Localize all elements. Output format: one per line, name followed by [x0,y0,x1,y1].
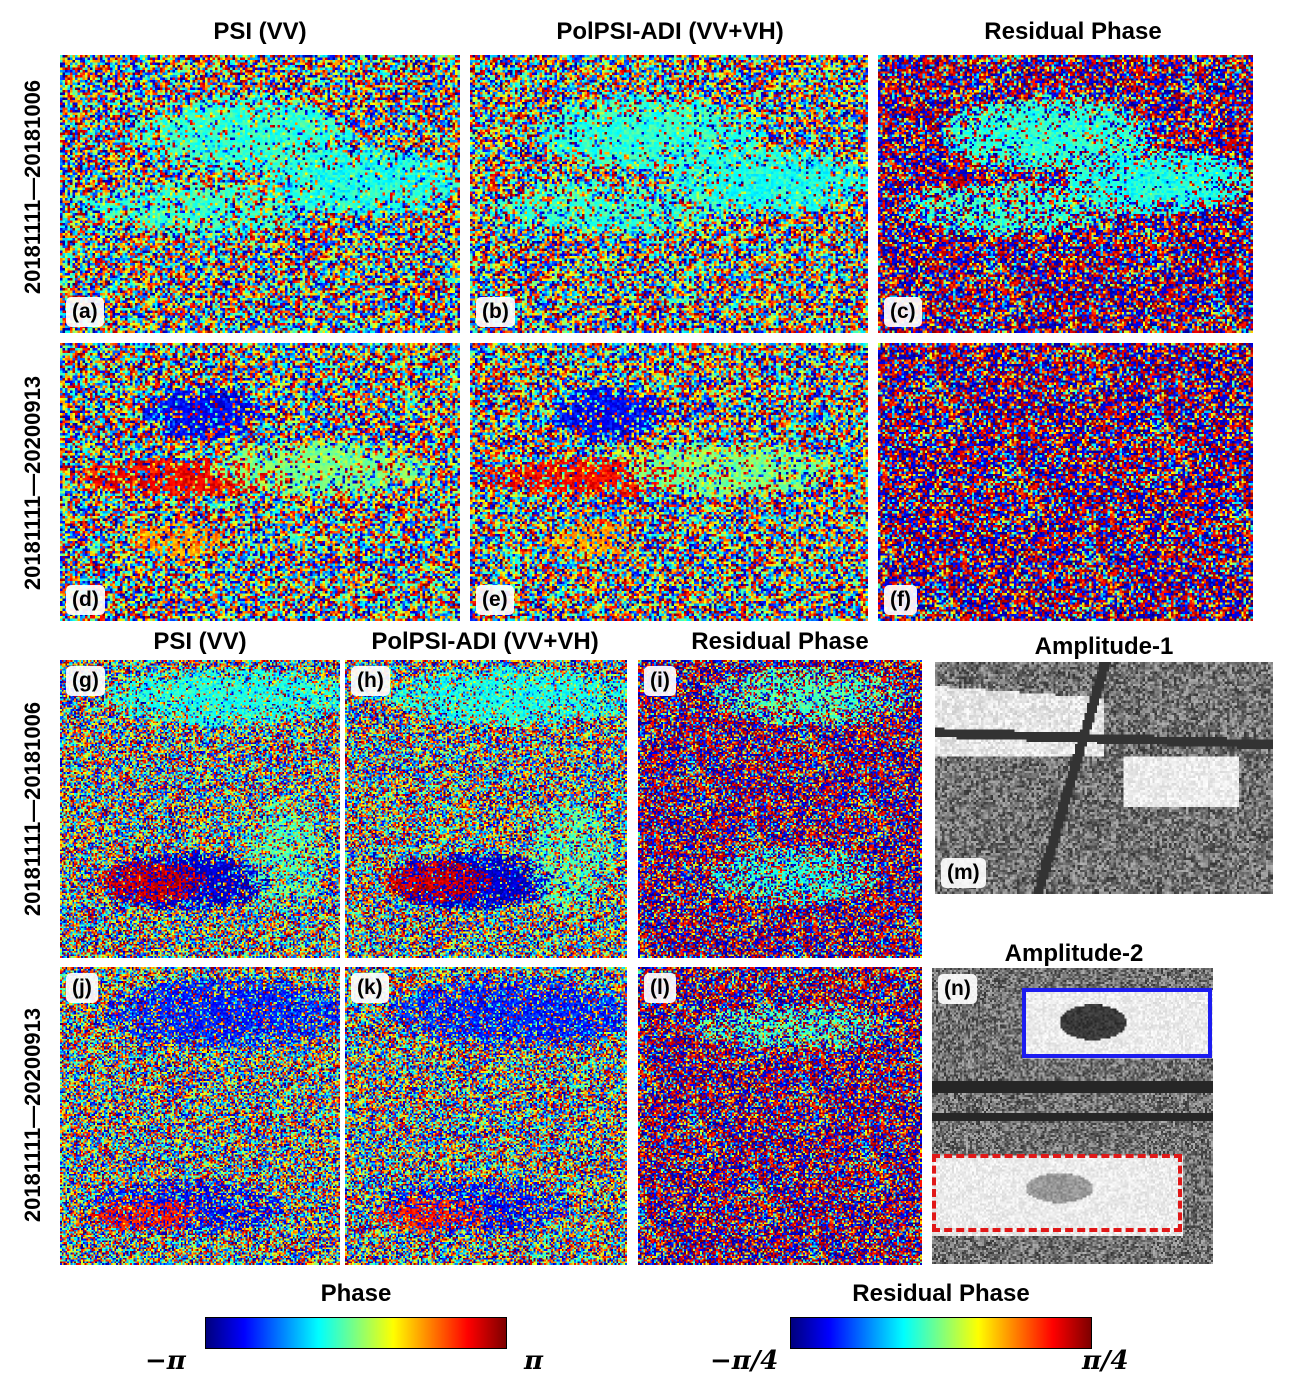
top-title-polpsi: PolPSI-ADI (VV+VH) [556,18,784,45]
residual-colorbar-min: −π/4 [710,1346,779,1376]
panel-n: (n) [932,968,1213,1264]
top-title-residual: Residual Phase [984,18,1162,45]
panel-label-n: (n) [938,974,977,1004]
amplitude-image-2 [932,968,1213,1264]
residual-colorbar-max: π/4 [1082,1346,1129,1376]
panel-label-f: (f) [884,585,917,615]
panel-label-d: (d) [66,585,105,615]
phase-map-polpsi-3 [345,660,627,958]
panel-m: (m) [935,662,1273,894]
panel-label-g: (g) [66,666,105,696]
phase-colorbar-title: Phase [320,1280,392,1307]
panel-h: (h) [345,660,627,958]
residual-map-2 [878,343,1253,621]
residual-map-3 [638,660,922,958]
panel-g: (g) [60,660,340,958]
panel-label-l: (l) [644,973,676,1003]
panel-i: (i) [638,660,922,958]
phase-map-psi-2 [60,343,460,621]
panel-e: (e) [470,343,868,621]
bottom-row-label-2: 20181111—20200913 [20,1007,45,1223]
panel-label-i: (i) [644,666,676,696]
panel-label-j: (j) [66,973,98,1003]
panel-b: (b) [470,55,868,333]
phase-colorbar [205,1317,507,1349]
panel-k: (k) [345,967,627,1265]
phase-map-psi-3 [60,660,340,958]
residual-colorbar [790,1317,1092,1349]
panel-label-m: (m) [941,858,986,888]
phase-colorbar-min: −π [145,1346,186,1376]
bottom-title-residual: Residual Phase [691,628,869,655]
phase-map-polpsi-1 [470,55,868,333]
panel-label-c: (c) [884,297,922,327]
phase-map-psi-1 [60,55,460,333]
amplitude-image-1 [935,662,1273,894]
bottom-row-label-1: 20181111—20181006 [20,701,45,917]
top-row-label-2: 20181111—20200913 [20,375,45,591]
panel-label-h: (h) [351,666,390,696]
panel-label-b: (b) [476,297,515,327]
panel-label-a: (a) [66,297,104,327]
residual-map-1 [878,55,1253,333]
bottom-title-psi: PSI (VV) [153,628,247,655]
phase-map-psi-4 [60,967,340,1265]
residual-map-4 [638,967,922,1265]
panel-c: (c) [878,55,1253,333]
roi-box-dashed [932,1154,1182,1232]
bottom-title-polpsi: PolPSI-ADI (VV+VH) [371,628,599,655]
phase-map-polpsi-2 [470,343,868,621]
panel-d: (d) [60,343,460,621]
amplitude-2-title: Amplitude-2 [1004,940,1144,967]
top-title-psi: PSI (VV) [213,18,307,45]
phase-colorbar-max: π [524,1346,544,1376]
panel-label-k: (k) [351,973,389,1003]
residual-colorbar-title: Residual Phase [852,1280,1030,1307]
top-row-label-1: 20181111—20181006 [20,79,45,295]
amplitude-1-title: Amplitude-1 [1034,633,1174,660]
roi-box-solid [1022,988,1212,1058]
phase-map-polpsi-4 [345,967,627,1265]
panel-j: (j) [60,967,340,1265]
panel-a: (a) [60,55,460,333]
panel-label-e: (e) [476,585,514,615]
panel-f: (f) [878,343,1253,621]
panel-l: (l) [638,967,922,1265]
